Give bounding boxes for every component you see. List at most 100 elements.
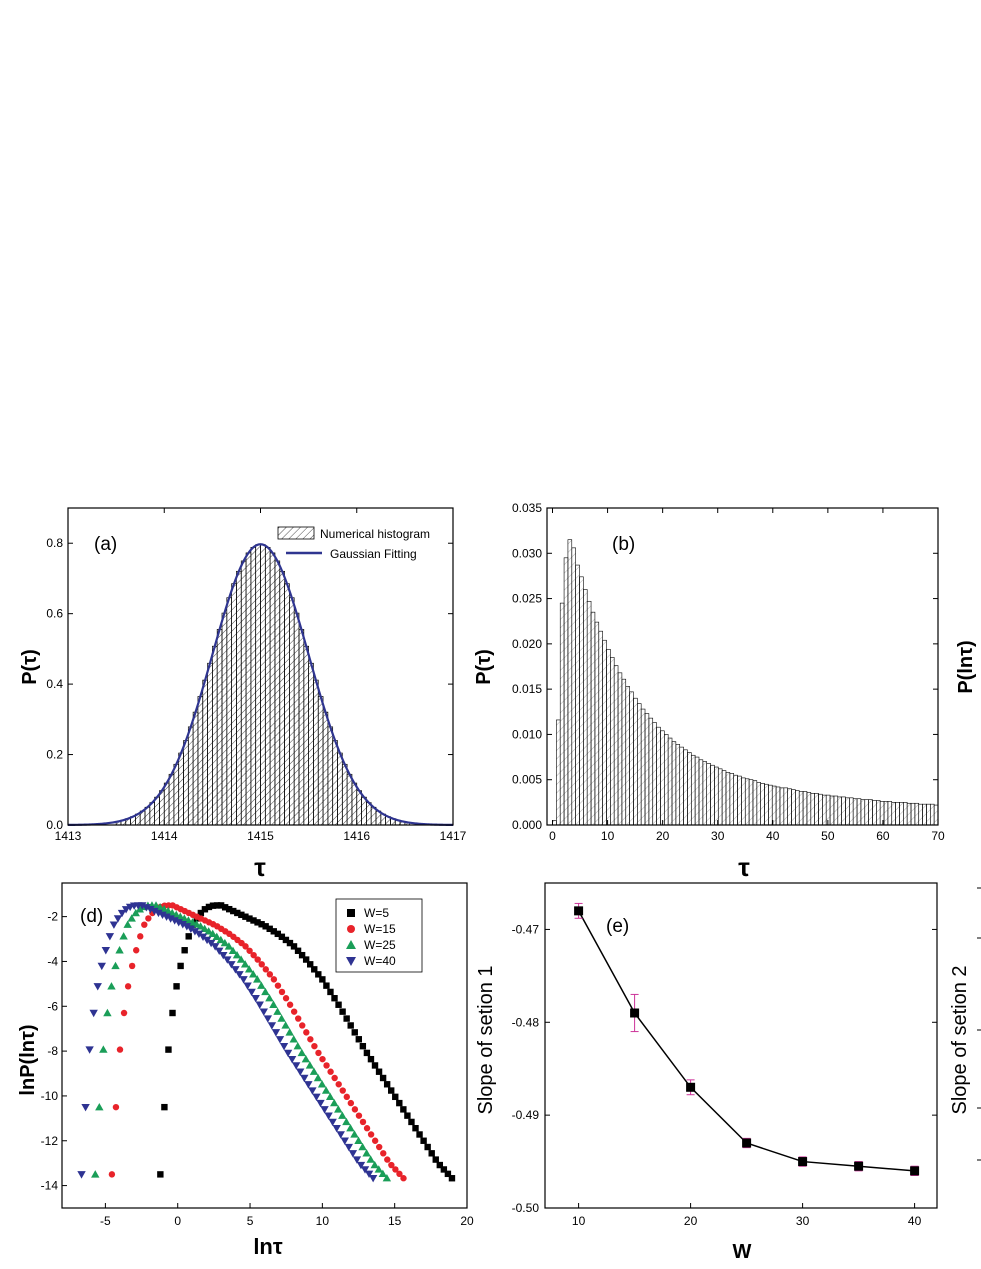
histogram-bar bbox=[883, 801, 889, 826]
data-point bbox=[255, 1001, 264, 1009]
data-point bbox=[210, 943, 220, 951]
histogram-bar bbox=[876, 800, 881, 826]
data-point bbox=[127, 914, 136, 922]
histogram-bar bbox=[752, 780, 758, 826]
data-point bbox=[293, 1041, 302, 1050]
data-point bbox=[420, 1137, 427, 1144]
histogram-bar bbox=[675, 744, 681, 826]
data-point bbox=[392, 1166, 399, 1173]
histogram-bar bbox=[613, 665, 619, 826]
histogram-bar bbox=[192, 711, 199, 826]
data-point bbox=[209, 902, 217, 909]
y-tick-label: -14 bbox=[41, 1179, 59, 1193]
panel-f-ylabel: Slope of setion 2 bbox=[949, 966, 971, 1115]
data-point bbox=[366, 1155, 375, 1163]
data-point bbox=[108, 1171, 116, 1178]
data-point bbox=[346, 1124, 355, 1132]
data-point bbox=[358, 1142, 367, 1151]
panel-f-edge bbox=[977, 887, 981, 1161]
data-point bbox=[128, 962, 136, 970]
data-point bbox=[251, 995, 260, 1003]
data-point bbox=[295, 1015, 302, 1022]
data-point bbox=[246, 915, 253, 922]
data-point bbox=[298, 951, 306, 959]
histogram-bar bbox=[729, 773, 734, 826]
data-point bbox=[283, 1049, 293, 1058]
histogram-bar bbox=[694, 756, 700, 826]
data-point bbox=[416, 1131, 423, 1138]
data-point bbox=[263, 1015, 273, 1023]
histogram-bar bbox=[629, 691, 634, 826]
data-point bbox=[119, 932, 128, 940]
data-point bbox=[404, 1112, 411, 1119]
data-point bbox=[185, 933, 192, 940]
data-point bbox=[271, 1029, 281, 1037]
x-tick-label: 20 bbox=[460, 1214, 474, 1228]
data-point bbox=[374, 1165, 383, 1173]
series-w-5 bbox=[157, 902, 456, 1182]
y-tick-label: 0.015 bbox=[512, 682, 542, 696]
histogram-bar bbox=[787, 788, 792, 826]
data-point bbox=[202, 936, 212, 945]
panel-a-legend: Numerical histogram Gaussian Fitting bbox=[277, 526, 430, 561]
histogram-bar bbox=[810, 792, 815, 826]
panel-b: 0 10 20 30 40 50 60 70 0.000 0.005 0.010 0.015 0.020… bbox=[473, 501, 945, 882]
data-point bbox=[181, 947, 188, 954]
data-point bbox=[121, 906, 131, 914]
data-point bbox=[213, 902, 221, 909]
histogram-bar bbox=[856, 798, 862, 826]
x-tick-label: -5 bbox=[100, 1214, 111, 1228]
data-point bbox=[166, 915, 175, 923]
data-point bbox=[302, 956, 310, 963]
data-point bbox=[299, 1022, 306, 1029]
histogram-bar bbox=[332, 740, 338, 826]
histogram-bar bbox=[346, 773, 353, 826]
data-point bbox=[286, 1001, 294, 1008]
data-point bbox=[370, 1160, 379, 1169]
histogram-bar bbox=[351, 782, 358, 826]
histogram-bar bbox=[910, 802, 916, 826]
data-point bbox=[364, 1170, 374, 1179]
legend-label: W=5 bbox=[364, 906, 389, 920]
data-point bbox=[85, 1046, 94, 1054]
histogram-bar bbox=[640, 708, 646, 826]
histogram-bar bbox=[269, 552, 276, 826]
data-point bbox=[328, 1118, 337, 1127]
data-point bbox=[352, 1156, 362, 1164]
histogram-bar bbox=[926, 803, 931, 826]
histogram-bar bbox=[741, 777, 746, 826]
data-point bbox=[320, 1106, 329, 1114]
data-point bbox=[910, 1166, 920, 1176]
histogram-bar bbox=[667, 737, 673, 826]
data-point bbox=[216, 935, 226, 944]
data-point bbox=[266, 925, 273, 933]
series-w-40 bbox=[77, 902, 378, 1183]
data-point bbox=[305, 1061, 315, 1069]
histogram-bar bbox=[768, 784, 773, 826]
data-point bbox=[120, 1009, 128, 1017]
panel-e-plot-area: 10 20 30 40 -0.47 -0.48 -0.49 -0.50 bbox=[512, 882, 938, 1228]
data-point bbox=[273, 1007, 282, 1015]
data-point bbox=[93, 983, 102, 991]
data-point bbox=[412, 1125, 419, 1132]
histogram-bar bbox=[183, 740, 189, 826]
histogram-bar bbox=[756, 782, 761, 826]
histogram-bar bbox=[733, 774, 738, 826]
data-point bbox=[331, 1074, 338, 1082]
data-point bbox=[359, 1042, 367, 1050]
data-point bbox=[105, 933, 115, 941]
data-point bbox=[138, 902, 147, 910]
data-point bbox=[257, 981, 266, 989]
panel-e-ylabel: Slope of setion 1 bbox=[475, 966, 497, 1115]
data-point bbox=[266, 971, 274, 978]
histogram-bar bbox=[637, 703, 642, 826]
histogram-bar bbox=[879, 801, 885, 826]
data-point bbox=[350, 1130, 359, 1138]
data-point bbox=[250, 917, 257, 924]
data-point bbox=[342, 1117, 351, 1126]
data-point bbox=[303, 1029, 310, 1036]
data-point bbox=[219, 951, 228, 960]
histogram-bar bbox=[583, 589, 588, 826]
histogram-bar bbox=[710, 764, 715, 826]
data-point bbox=[686, 1082, 696, 1092]
